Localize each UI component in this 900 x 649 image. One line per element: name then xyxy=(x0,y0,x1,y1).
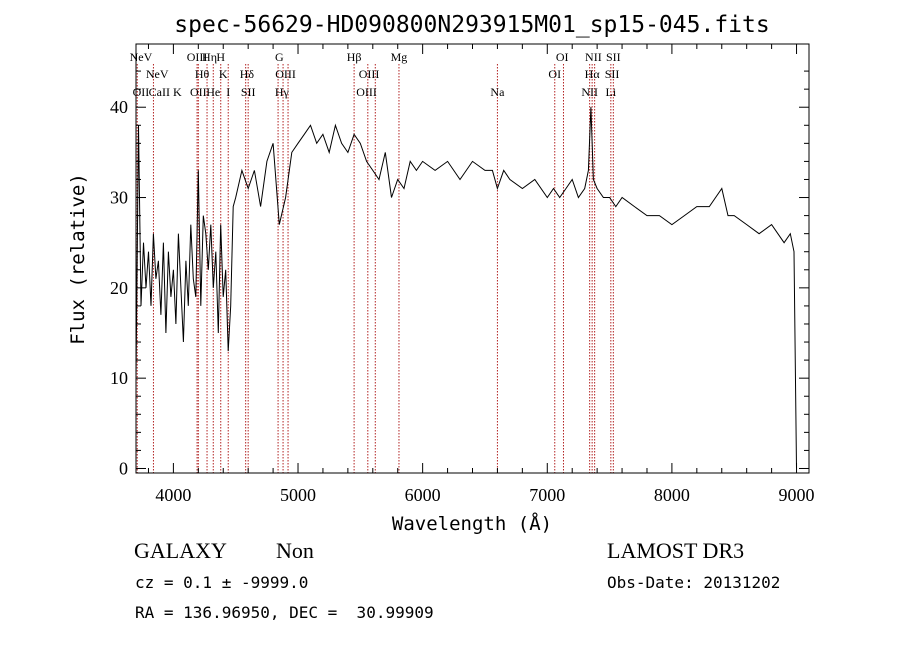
line-label: G xyxy=(275,50,284,64)
line-label: OIII xyxy=(356,85,377,99)
x-axis-label: Wavelength (Å) xyxy=(392,512,552,535)
chart-title: spec-56629-HD090800N293915M01_sp15-045.f… xyxy=(174,12,769,38)
coordinates-readout: RA = 136.96950, DEC = 30.99909 xyxy=(135,603,434,622)
line-label: OI xyxy=(548,67,561,81)
line-label: Mg xyxy=(391,50,408,64)
obs-date-readout: Obs-Date: 20131202 xyxy=(607,573,781,592)
line-label: Hδ xyxy=(240,67,255,81)
line-label: Hα xyxy=(585,67,601,81)
line-label: Li xyxy=(606,85,617,99)
y-axis: 0 10 20 30 40 xyxy=(110,70,809,478)
y-tick-label: 0 xyxy=(119,458,128,478)
object-class: GALAXY xyxy=(134,538,227,563)
x-tick-label: 4000 xyxy=(155,485,191,505)
line-label: OI xyxy=(556,50,569,64)
y-tick-label: 30 xyxy=(110,188,128,208)
x-axis: 4000 5000 6000 7000 8000 9000 xyxy=(147,44,815,505)
line-label: Hγ xyxy=(275,85,290,99)
line-label: SII xyxy=(241,85,256,99)
line-label: NII xyxy=(585,50,602,64)
redshift-readout: cz = 0.1 ± -9999.0 xyxy=(135,573,309,592)
x-tick-label: 7000 xyxy=(529,485,565,505)
y-tick-label: 10 xyxy=(110,368,128,388)
line-label: I xyxy=(226,85,230,99)
y-tick-label: 20 xyxy=(110,278,128,298)
x-tick-label: 8000 xyxy=(654,485,690,505)
line-label: OIII xyxy=(187,50,208,64)
line-label: Hη xyxy=(202,50,217,64)
line-label: Na xyxy=(490,85,505,99)
x-tick-label: 5000 xyxy=(280,485,316,505)
line-label: SII xyxy=(606,50,621,64)
line-label: H xyxy=(216,50,225,64)
object-subclass: Non xyxy=(276,538,314,563)
line-label: He xyxy=(206,85,220,99)
y-tick-label: 40 xyxy=(110,97,128,117)
line-label: NeV xyxy=(130,50,153,64)
line-label: K xyxy=(219,67,228,81)
survey-name: LAMOST DR3 xyxy=(607,538,745,563)
spectrum-series-line xyxy=(135,107,797,469)
plot-frame xyxy=(135,43,810,474)
line-label: NeV xyxy=(146,67,169,81)
line-label: CaII K xyxy=(149,85,182,99)
x-tick-label: 6000 xyxy=(405,485,441,505)
line-label: OII xyxy=(190,85,207,99)
line-label: OIII xyxy=(275,67,296,81)
line-label: SII xyxy=(605,67,620,81)
line-label: OIII xyxy=(359,67,380,81)
line-label: Hθ xyxy=(195,67,210,81)
line-label: OII xyxy=(133,85,150,99)
line-label: Hβ xyxy=(347,50,362,64)
y-axis-label: Flux (relative) xyxy=(67,173,89,345)
line-label: NII xyxy=(581,85,598,99)
x-tick-label: 9000 xyxy=(779,485,815,505)
